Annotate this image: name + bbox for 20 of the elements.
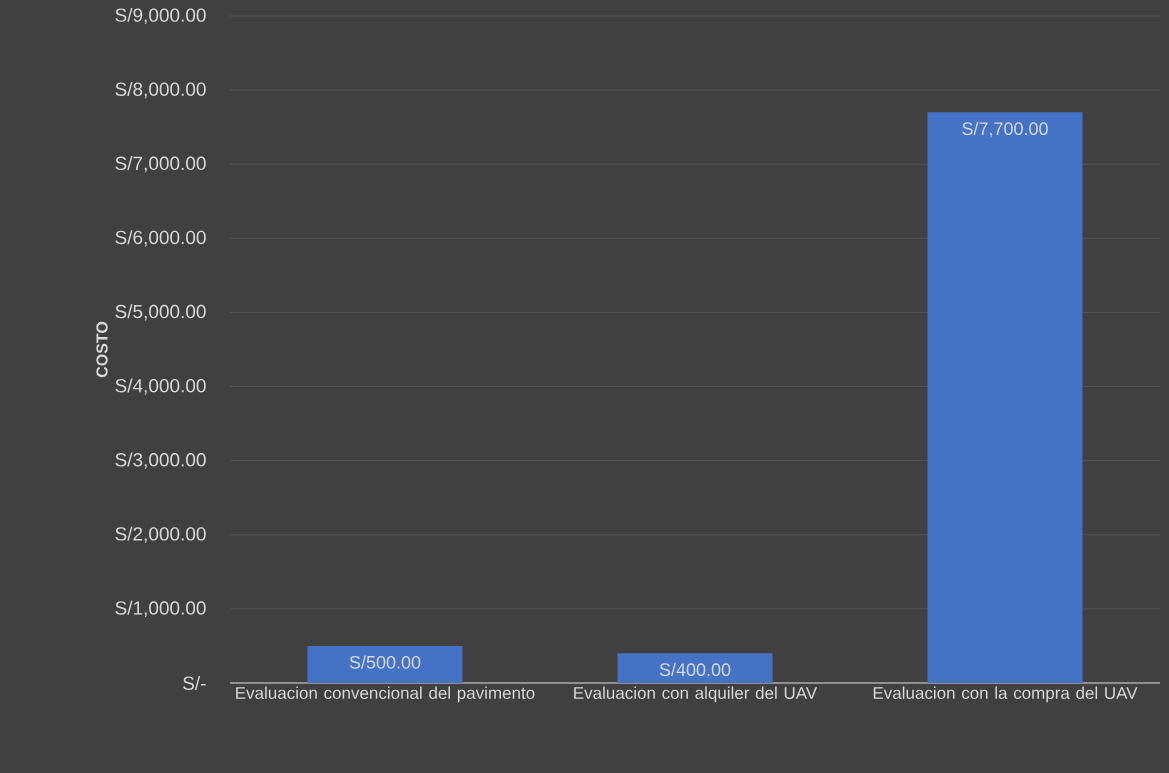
data-label: S/7,700.00 — [962, 121, 1048, 138]
y-tick-label: S/- — [183, 676, 206, 690]
bar — [617, 653, 773, 683]
data-label: S/400.00 — [659, 662, 731, 677]
bar — [927, 112, 1083, 683]
y-tick-label: S/3,000.00 — [115, 452, 206, 469]
y-tick-label: S/8,000.00 — [115, 82, 206, 99]
bar — [307, 645, 463, 683]
y-tick-label: S/5,000.00 — [115, 304, 206, 321]
data-label: S/500.00 — [349, 655, 421, 669]
y-tick-label: S/2,000.00 — [115, 526, 206, 543]
y-tick-label: S/6,000.00 — [115, 230, 206, 247]
x-tick-label: Evaluacion con alquiler del UAV — [574, 686, 818, 703]
y-axis-title: COSTO — [96, 321, 108, 378]
y-tick-label: S/4,000.00 — [115, 378, 206, 395]
y-tick-label: S/7,000.00 — [115, 156, 206, 173]
y-tick-label: S/1,000.00 — [115, 600, 206, 617]
x-tick-label: Evaluacion con la compra del UAV — [873, 686, 1138, 703]
x-tick-label: Evaluacion convencional del pavimento — [236, 686, 535, 703]
y-tick-label: S/9,000.00 — [115, 7, 206, 25]
